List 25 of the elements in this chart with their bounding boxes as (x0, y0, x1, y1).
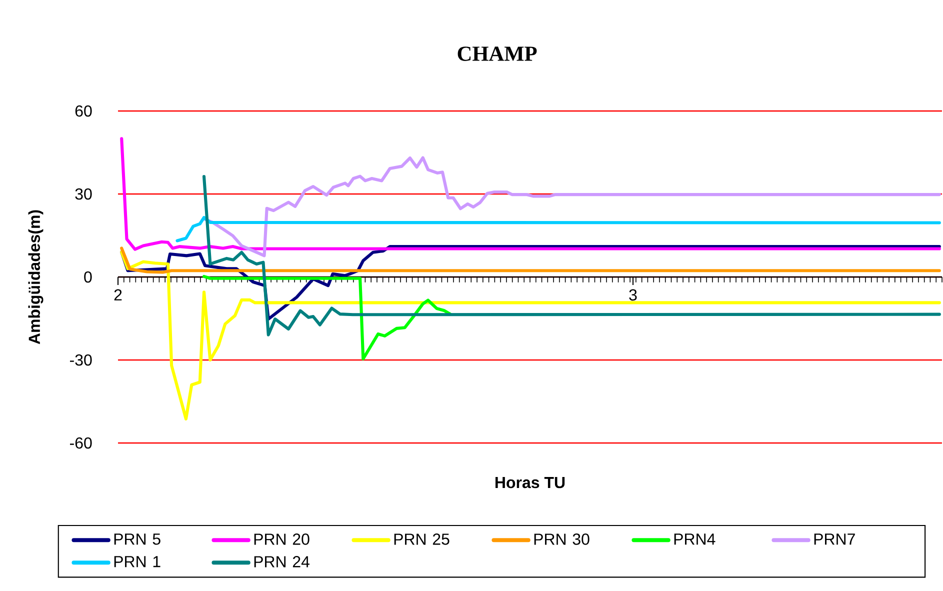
line-series (202, 175, 941, 336)
y-tick-label: -60 (70, 437, 92, 449)
legend-label: PRN 20 (254, 534, 310, 545)
legend-label: PRN7 (814, 534, 855, 545)
y-tick-label: 30 (75, 188, 92, 200)
line-series (120, 137, 941, 251)
legend-label: PRN 24 (254, 556, 310, 568)
x-tick-label: 2 (114, 289, 122, 300)
y-tick-label: 0 (84, 271, 92, 283)
line-series (202, 274, 452, 360)
y-axis-title: Ambigüidades(m) (28, 210, 44, 344)
legend-label: PRN 5 (114, 534, 160, 545)
legend-label: PRN 1 (114, 556, 160, 568)
line-series (120, 246, 941, 274)
line-series (176, 216, 941, 242)
legend-label: PRN 25 (394, 534, 450, 545)
legend-label: PRN 30 (534, 534, 590, 545)
x-axis-title: Horas TU (496, 477, 565, 488)
x-tick-label: 3 (629, 289, 637, 301)
y-tick-label: 60 (75, 105, 92, 117)
chart-title: CHAMP (458, 46, 537, 61)
y-tick-label: -30 (70, 354, 92, 366)
legend-label: PRN4 (674, 534, 716, 545)
line-series (202, 156, 941, 258)
line-series (120, 250, 941, 420)
